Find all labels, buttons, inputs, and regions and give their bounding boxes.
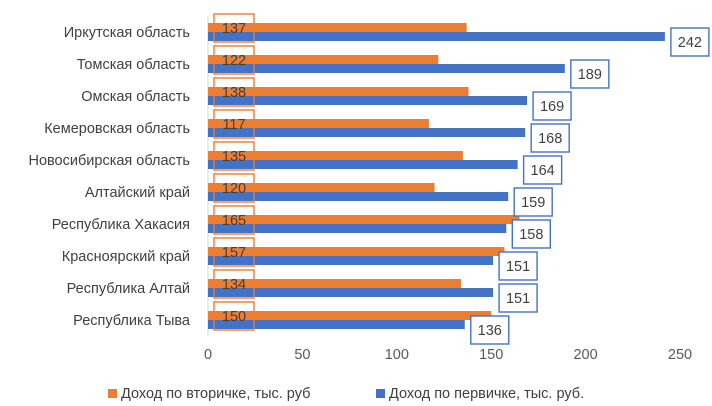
x-tick-label: 250 <box>668 347 692 363</box>
data-label-box-secondary <box>213 237 255 267</box>
legend: Доход по вторичке, тыс. руб Доход по перв… <box>108 386 584 402</box>
bar-secondary <box>208 279 461 288</box>
data-label-primary: 136 <box>478 323 502 339</box>
data-label-secondary: 134 <box>222 277 246 293</box>
category-label: Новосибирская область <box>28 153 190 169</box>
data-label-box-primary <box>511 219 552 249</box>
bar-secondary <box>208 183 435 192</box>
bar-primary <box>208 288 494 297</box>
data-label-box-primary <box>532 91 572 121</box>
legend-label: Доход по вторичке, тыс. руб <box>121 386 310 402</box>
category-label: Томская область <box>77 57 190 73</box>
x-tick-label: 50 <box>294 347 310 363</box>
data-label-secondary: 138 <box>222 85 246 101</box>
data-label-primary: 151 <box>506 259 530 275</box>
data-label-primary: 189 <box>578 67 602 83</box>
data-label-primary: 169 <box>540 99 564 115</box>
bar-secondary <box>208 55 439 64</box>
data-label-box-secondary <box>213 205 255 235</box>
bar-primary <box>208 160 518 169</box>
bar-secondary <box>208 119 429 128</box>
data-labels-group: 137 242 122 189 138 169 117 168 135 164 120 159 165 1… <box>213 13 710 345</box>
x-tick-label: 150 <box>479 347 503 363</box>
data-label-secondary: 137 <box>222 21 246 37</box>
data-label-box-secondary <box>213 13 255 43</box>
category-labels-group: Иркутская область Томская область Омская о… <box>28 25 190 329</box>
data-label-box-secondary <box>213 301 255 331</box>
data-label-box-secondary <box>213 45 255 75</box>
bar-secondary <box>208 247 505 256</box>
data-label-secondary: 150 <box>222 309 246 325</box>
data-label-box-secondary <box>213 173 255 203</box>
data-label-primary: 151 <box>506 291 530 307</box>
data-label-primary: 159 <box>521 195 545 211</box>
category-label: Кемеровская область <box>44 121 190 137</box>
data-label-box-secondary <box>213 109 255 139</box>
bar-primary <box>208 96 528 105</box>
data-label-box-primary <box>498 283 538 313</box>
data-label-box-primary <box>522 155 563 185</box>
data-label-secondary: 165 <box>222 213 246 229</box>
data-label-primary: 168 <box>538 131 562 147</box>
legend-swatch <box>376 389 385 398</box>
x-tick-label: 200 <box>573 347 597 363</box>
bars-group <box>208 23 665 329</box>
category-label: Красноярский край <box>62 249 190 265</box>
data-label-box-primary <box>670 27 710 57</box>
data-label-primary: 164 <box>531 163 555 179</box>
data-label-box-primary <box>470 315 510 345</box>
bar-primary <box>208 224 507 233</box>
data-label-primary: 158 <box>519 227 543 243</box>
category-label: Омская область <box>81 89 190 105</box>
data-label-box-primary <box>570 59 610 89</box>
category-label: Республика Хакасия <box>52 217 190 233</box>
category-label: Республика Алтай <box>67 281 190 297</box>
bar-secondary <box>208 87 469 96</box>
bar-primary <box>208 192 509 201</box>
data-label-box-primary <box>498 251 538 281</box>
data-label-box-primary <box>530 123 570 153</box>
category-label: Иркутская область <box>64 25 190 41</box>
data-label-secondary: 120 <box>222 181 246 197</box>
data-label-secondary: 157 <box>222 245 246 261</box>
data-label-box-secondary <box>213 141 255 171</box>
bar-primary <box>208 64 565 73</box>
bar-secondary <box>208 215 520 224</box>
category-label: Алтайский край <box>85 185 190 201</box>
data-label-primary: 242 <box>678 35 702 51</box>
data-label-box-secondary <box>213 269 255 299</box>
data-label-secondary: 122 <box>222 53 246 69</box>
data-label-secondary: 117 <box>222 117 245 133</box>
bar-secondary <box>208 311 492 320</box>
data-label-secondary: 135 <box>222 149 246 165</box>
bar-secondary <box>208 23 467 32</box>
legend-swatch <box>108 389 117 398</box>
legend-label: Доход по первичке, тыс. руб. <box>389 386 584 402</box>
bar-primary <box>208 32 665 41</box>
bar-secondary <box>208 151 463 160</box>
bar-primary <box>208 128 526 137</box>
x-tick-label: 0 <box>204 347 212 363</box>
bar-primary <box>208 256 494 265</box>
category-label: Республика Тыва <box>73 313 191 329</box>
x-tick-label: 100 <box>385 347 409 363</box>
data-label-box-secondary <box>213 77 255 107</box>
data-label-box-primary <box>513 187 553 217</box>
tick-labels-group: 0 50 100 150 200 250 <box>204 347 692 363</box>
bar-primary <box>208 320 465 329</box>
